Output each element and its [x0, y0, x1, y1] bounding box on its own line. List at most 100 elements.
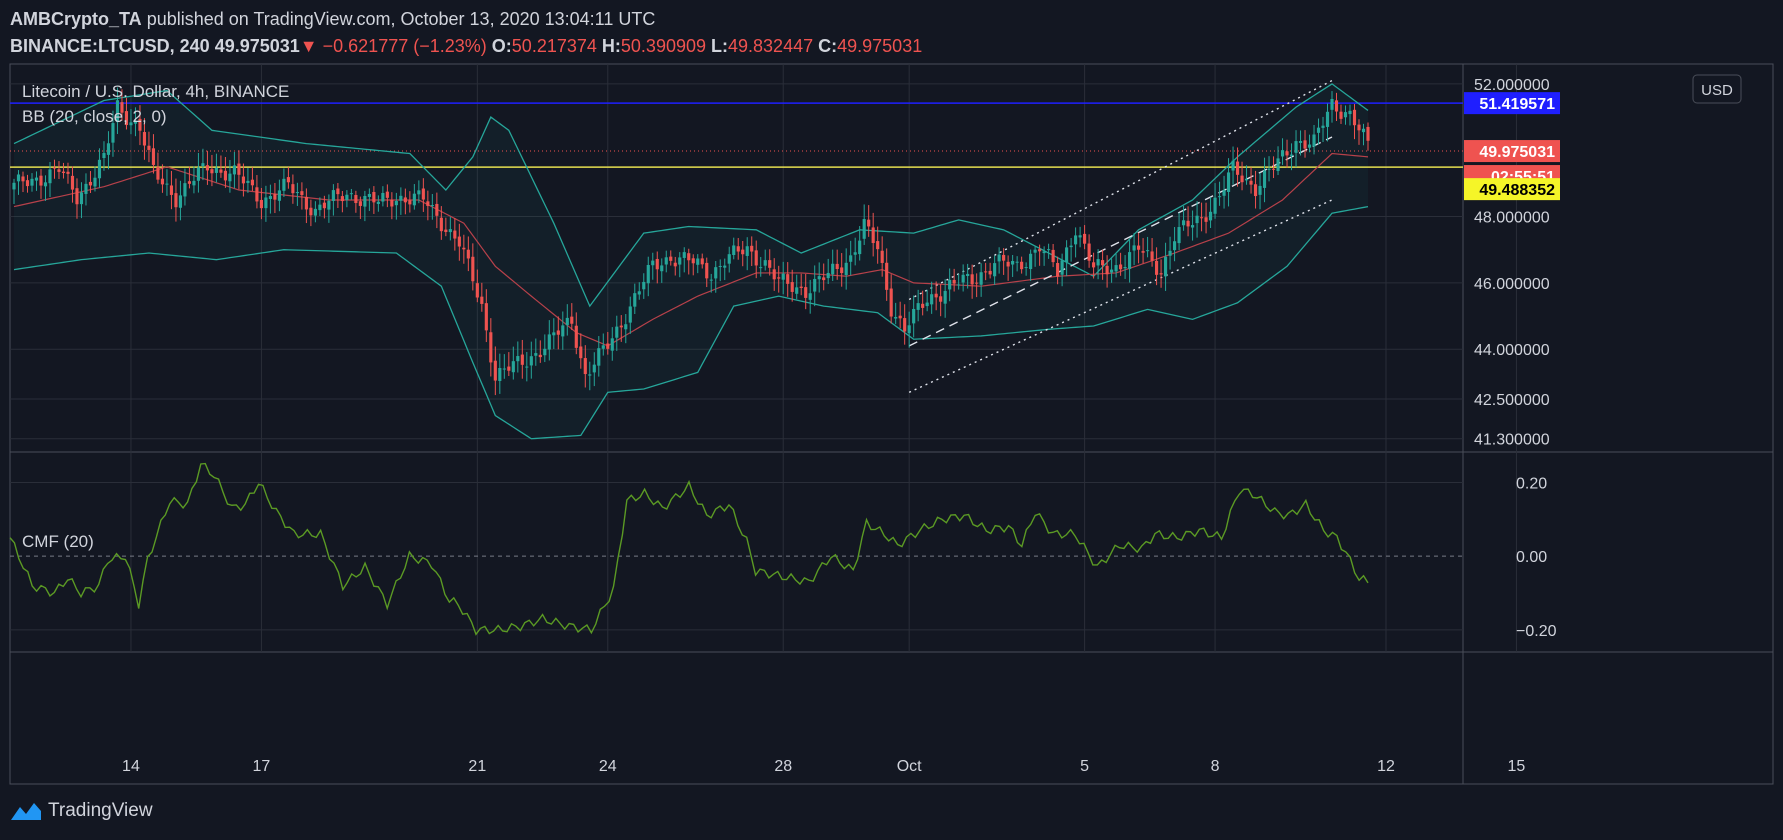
candle [421, 178, 425, 212]
candle [1244, 165, 1249, 185]
candle [381, 186, 385, 207]
candle [484, 289, 488, 343]
cmf-tick-label: 0.20 [1516, 475, 1547, 492]
candle [1276, 146, 1280, 176]
candle [1177, 212, 1181, 251]
candle [1011, 254, 1015, 277]
candle [538, 340, 542, 363]
author-name[interactable]: AMBCrypto_TA [10, 9, 142, 29]
candle [916, 289, 920, 322]
candle [1361, 123, 1366, 146]
candle [822, 263, 826, 291]
candle [1092, 252, 1096, 279]
candle [354, 190, 358, 213]
candle [547, 320, 551, 361]
candle [655, 251, 659, 284]
candle [1231, 146, 1235, 185]
candle [1042, 246, 1046, 266]
candle [12, 178, 16, 205]
tradingview-logo-icon[interactable] [10, 800, 42, 822]
candle [615, 315, 619, 351]
cmf-tick-label: 0.00 [1516, 549, 1547, 566]
candle [156, 152, 160, 184]
candle [700, 253, 704, 269]
candle [1101, 249, 1105, 280]
candle [1119, 252, 1123, 276]
publish-line: AMBCrypto_TA published on TradingView.co… [10, 6, 922, 33]
candle [264, 185, 268, 222]
cmf-indicator [9, 462, 1463, 636]
candle [511, 346, 515, 380]
candle [1190, 210, 1195, 241]
x-tick-label: Oct [897, 758, 922, 775]
candle [124, 97, 129, 130]
candle [201, 148, 205, 181]
candle [1123, 255, 1127, 279]
footer-brand[interactable]: TradingView [48, 800, 153, 821]
currency-label: USD [1701, 82, 1733, 99]
candle [214, 153, 218, 183]
candle [151, 134, 156, 174]
candle [255, 175, 259, 209]
ascending-channel[interactable] [908, 79, 1333, 393]
candle [565, 304, 569, 336]
candle [651, 252, 655, 280]
candle [205, 150, 210, 185]
channel-upper-line[interactable] [908, 79, 1333, 301]
price-change: −0.621777 (−1.23%) [322, 36, 487, 56]
candle [277, 179, 281, 212]
bb-upper-band [13, 83, 1369, 308]
candle [642, 273, 646, 299]
candle [628, 296, 632, 334]
candle [39, 169, 43, 199]
x-tick-label: 21 [468, 758, 486, 775]
channel-middle-line[interactable] [908, 136, 1333, 347]
candle [840, 253, 844, 287]
x-tick-label: 28 [774, 758, 792, 775]
candle [1083, 225, 1087, 250]
candle [196, 152, 201, 193]
candle [183, 168, 187, 206]
candle [165, 169, 169, 196]
candle [1020, 256, 1024, 274]
y-tick-label: 42.500000 [1474, 392, 1550, 409]
candle [66, 162, 70, 184]
candle [480, 282, 484, 312]
candle [403, 188, 407, 215]
x-tick-label: 12 [1377, 758, 1395, 775]
candle [34, 171, 39, 191]
candle [1155, 247, 1159, 286]
candle [813, 265, 817, 307]
horizontal-levels[interactable] [10, 102, 1463, 168]
currency-button[interactable] [1692, 74, 1742, 104]
svg-text:51.419571: 51.419571 [1479, 96, 1555, 113]
x-tick-label: 14 [122, 758, 140, 775]
bb-basis-line [13, 152, 1369, 347]
candle [390, 192, 394, 220]
candle [372, 186, 376, 214]
candle [1321, 116, 1325, 143]
bb-fill-area [14, 83, 1368, 439]
candle [993, 255, 997, 285]
bb-indicator-label[interactable]: BB (20, close, 2, 0) [22, 107, 167, 126]
cmf-line [9, 462, 1369, 636]
candle [975, 273, 979, 298]
candle [1078, 226, 1082, 248]
close-label: C: [818, 36, 838, 56]
candle [759, 256, 763, 277]
x-tick-label: 5 [1080, 758, 1089, 775]
candle [1038, 244, 1042, 266]
candle [21, 171, 25, 193]
candle [439, 206, 443, 240]
candle [718, 259, 722, 282]
candle [363, 190, 367, 222]
candle [489, 318, 493, 377]
chart-frame [9, 63, 1774, 785]
candle [520, 339, 524, 379]
candle [52, 159, 57, 179]
x-tick-label: 15 [1508, 758, 1526, 775]
candle [1150, 238, 1154, 267]
cmf-indicator-label[interactable]: CMF (20) [22, 532, 94, 551]
candle [939, 284, 943, 317]
